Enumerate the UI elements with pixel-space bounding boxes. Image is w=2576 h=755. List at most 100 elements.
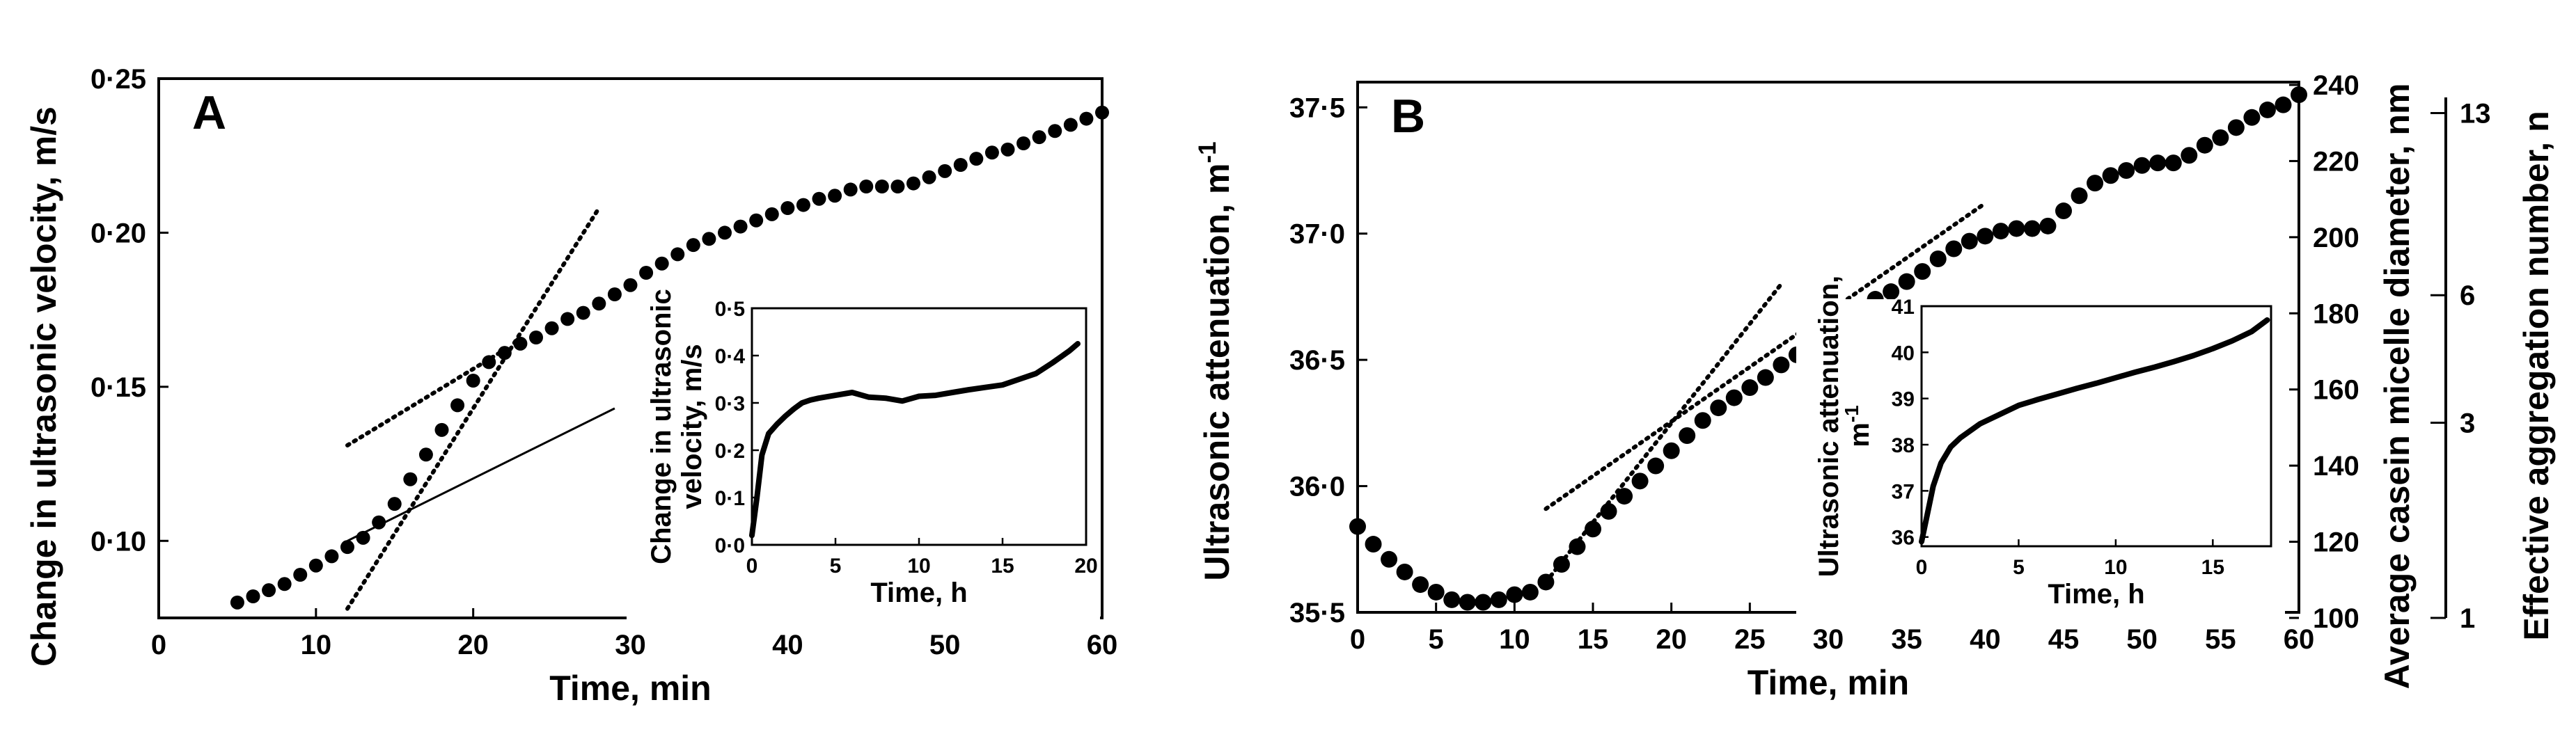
data-point — [262, 583, 276, 598]
data-point — [308, 558, 323, 573]
data-point — [1349, 518, 1366, 535]
aggregation-tick-label: 3 — [2460, 408, 2475, 439]
panel-b-right2-axis-title: Effective aggregation number, n — [2517, 111, 2556, 640]
solid-fit — [347, 407, 615, 542]
panel-a-inset-line — [749, 341, 1081, 539]
inset-x-tick-label: 10 — [907, 555, 930, 578]
inset-x-tick-label: 5 — [2013, 556, 2025, 579]
inset-y-tick-label: 36 — [1892, 527, 1915, 550]
data-point — [2071, 187, 2088, 205]
data-point — [639, 266, 654, 280]
data-point — [1381, 550, 1398, 568]
data-point — [1710, 399, 1727, 417]
data-point — [2165, 154, 2182, 172]
data-point — [654, 256, 669, 271]
inset-y-tick-label: 40 — [1892, 342, 1915, 365]
panel-b-x-axis-title: Time, min — [1748, 663, 1909, 702]
x-tick-label: 10 — [301, 630, 332, 660]
inset-y-tick-label: 0·1 — [715, 487, 745, 510]
data-point — [2291, 86, 2307, 104]
data-point — [403, 472, 418, 486]
data-point — [1929, 251, 1947, 267]
data-point — [1016, 136, 1031, 150]
data-point — [890, 180, 905, 193]
x-tick-label: 10 — [1499, 624, 1530, 655]
data-point — [1537, 573, 1555, 591]
panel-b-right-axis-title: Average casein micelle diameter, nm — [2378, 84, 2417, 690]
right-tick-label: 220 — [2313, 146, 2359, 177]
data-point — [2102, 167, 2119, 184]
y-tick-label: 0·20 — [91, 218, 146, 248]
x-tick-label: 55 — [2205, 624, 2236, 655]
panel-a: 0 10 20 30 40 50 600·100·150·200·25 A Time, mi… — [24, 64, 1117, 708]
x-tick-label: 0 — [151, 630, 166, 660]
data-point — [2259, 101, 2276, 118]
data-point — [1663, 442, 1680, 459]
panel-b-inset-y-axis-title: Ultrasonic attenuation,m-1 — [1814, 276, 1875, 577]
data-point — [1679, 427, 1696, 444]
data-point — [277, 577, 292, 591]
data-point — [2275, 96, 2292, 113]
data-point — [1063, 118, 1078, 132]
right-tick-label: 180 — [2313, 299, 2359, 329]
panel-b-label: B — [1391, 90, 1425, 143]
x-tick-label: 25 — [1734, 624, 1766, 655]
panel-a-inset-y-axis-title: Change in ultrasonicvelocity, m/s — [646, 289, 707, 564]
data-point — [246, 589, 260, 603]
inset-y-tick-label: 0·5 — [715, 298, 745, 321]
panel-a-label: A — [192, 86, 226, 139]
data-point — [2243, 109, 2261, 126]
data-point — [718, 225, 732, 240]
x-tick-label: 30 — [1813, 624, 1844, 655]
y-tick-label: 36·5 — [1289, 345, 1345, 376]
data-point — [828, 189, 842, 203]
data-point — [1443, 591, 1461, 608]
data-point — [529, 331, 543, 344]
data-point — [497, 346, 512, 360]
data-point — [1079, 111, 1094, 126]
inset-y-tick-label: 0·2 — [715, 440, 745, 463]
right-tick-label: 160 — [2313, 375, 2359, 406]
data-point — [623, 278, 638, 292]
data-point — [1585, 520, 1601, 538]
inset-x-tick-label: 5 — [830, 555, 842, 578]
data-point — [372, 515, 386, 530]
data-point — [1506, 586, 1523, 603]
inset-y-tick-label: 0·0 — [715, 534, 745, 557]
data-point — [1365, 536, 1382, 553]
inset-x-tick-label: 0 — [746, 555, 758, 578]
data-point — [2181, 147, 2198, 164]
data-point — [607, 287, 622, 301]
inset-y-tick-label: 41 — [1892, 296, 1915, 319]
x-tick-label: 15 — [1578, 624, 1609, 655]
data-point — [356, 530, 370, 545]
data-point — [434, 422, 449, 437]
data-point — [324, 549, 339, 564]
data-point — [293, 568, 308, 582]
data-point — [1553, 556, 1570, 573]
panel-a-x-axis-title: Time, min — [549, 669, 711, 708]
data-point — [1412, 576, 1429, 594]
data-point — [938, 164, 952, 178]
data-point — [702, 232, 716, 246]
data-point — [1521, 583, 1539, 601]
panel-a-inset: 0 5 10 15 20 0·0 0·1 0·2 0·3 0·4 0·5 Time, h Chang… — [627, 289, 1100, 621]
data-point — [1000, 142, 1015, 157]
data-point — [686, 238, 700, 253]
panel-b-inset-x-axis-title: Time, h — [2048, 579, 2144, 610]
data-point — [749, 213, 764, 228]
data-point — [1773, 356, 1790, 374]
data-point — [2023, 220, 2041, 237]
right-tick-label: 120 — [2313, 527, 2359, 558]
right-tick-label: 240 — [2313, 70, 2359, 101]
data-point — [812, 191, 826, 206]
x-tick-label: 0 — [1350, 624, 1365, 655]
inset-y-tick-label: 39 — [1892, 388, 1915, 411]
data-point — [859, 180, 874, 193]
data-point — [1725, 389, 1743, 406]
x-tick-label: 30 — [615, 630, 646, 660]
inset-y-tick-label: 37 — [1892, 480, 1915, 503]
data-point — [796, 198, 810, 212]
panel-b-inset-line — [1919, 317, 2270, 545]
data-point — [1032, 130, 1046, 145]
